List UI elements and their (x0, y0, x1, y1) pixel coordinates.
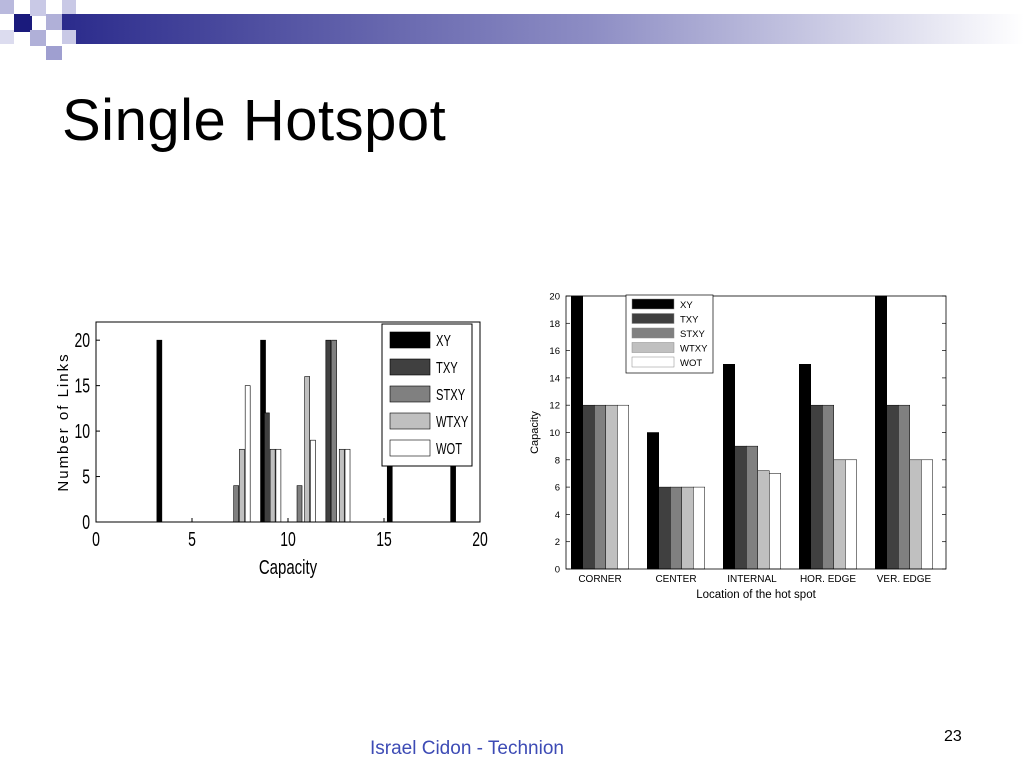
y-tick-label: 16 (549, 346, 560, 357)
bar-wtxy-center (681, 486, 694, 570)
y-tick-label: 20 (74, 329, 90, 352)
category-label-internal: INTERNAL (727, 574, 777, 585)
x-tick-label: 10 (280, 527, 296, 550)
bar-xy-hor-edge (799, 364, 811, 570)
y-tick-label: 0 (555, 565, 560, 576)
y-axis-label: Capacity (529, 411, 541, 454)
bar-stxy-ver-edge (898, 404, 910, 570)
bar-stxy-2 (331, 339, 337, 523)
bar-wtxy-corner (605, 404, 618, 570)
y-tick-label: 12 (549, 401, 560, 412)
legend-label-wtxy: WTXY (680, 344, 708, 355)
category-label-center: CENTER (655, 574, 696, 585)
bar-txy-hor-edge (810, 404, 823, 570)
bar-stxy-corner (594, 404, 606, 570)
category-label-corner: CORNER (578, 574, 621, 585)
bar-wtxy-3 (338, 448, 345, 523)
bar-txy-corner (582, 404, 595, 570)
bar-wot-corner (617, 404, 629, 570)
footer-author: Israel Cidon - Technion (370, 738, 564, 759)
y-tick-label: 2 (555, 537, 560, 548)
bar-wot-0 (244, 385, 251, 523)
y-tick-label: 5 (82, 465, 90, 488)
bar-stxy-hor-edge (822, 404, 834, 570)
legend-swatch-wot (389, 439, 431, 457)
bar-xy-0 (156, 339, 163, 523)
bar-stxy-1 (296, 485, 303, 523)
bar-wot-hor-edge (845, 459, 857, 570)
bar-xy-ver-edge (875, 295, 887, 570)
y-tick-label: 18 (549, 319, 560, 330)
legend-label-xy: XY (436, 331, 451, 350)
y-tick-label: 4 (555, 510, 560, 521)
x-axis-label: Location of the hot spot (696, 589, 816, 601)
bar-txy-1 (325, 339, 332, 523)
y-tick-label: 0 (82, 510, 90, 533)
y-tick-label: 10 (74, 420, 90, 443)
legend-label-txy: TXY (436, 358, 458, 377)
legend-swatch-wtxy (631, 342, 675, 353)
bar-stxy-0 (233, 485, 239, 523)
slide-title: Single Hotspot (62, 88, 447, 153)
legend-label-wot: WOT (436, 439, 463, 458)
x-tick-label: 0 (92, 527, 100, 550)
bar-stxy-center (670, 486, 682, 570)
bar-txy-ver-edge (886, 404, 899, 570)
legend-swatch-txy (389, 358, 431, 376)
header-decoration (0, 0, 1024, 60)
bar-wot-internal (769, 473, 781, 570)
legend-swatch-wot (631, 356, 675, 368)
x-axis-label: Capacity (259, 556, 317, 579)
left-histogram-chart: 0 5 10 15 20 0 5 10 15 20 Capacity Number of Links X… (55, 321, 488, 579)
y-axis-label: Number of Links (55, 352, 72, 491)
category-label-ver-edge: VER. EDGE (877, 574, 932, 585)
legend-swatch-stxy (631, 327, 675, 339)
bar-wtxy-1 (269, 448, 276, 523)
bar-wot-1 (275, 448, 282, 523)
y-tick-label: 8 (555, 455, 560, 466)
y-tick-label: 14 (549, 373, 560, 384)
x-tick-label: 20 (472, 527, 488, 550)
bar-wot-ver-edge (921, 459, 933, 570)
x-tick-label: 5 (188, 527, 196, 550)
y-tick-label: 15 (74, 374, 90, 397)
bar-xy-internal (723, 364, 735, 570)
legend-label-stxy: STXY (436, 385, 465, 404)
bar-wtxy-2 (304, 376, 311, 523)
legend-label-xy: XY (680, 300, 693, 311)
y-tick-label: 10 (549, 428, 560, 439)
bar-wot-center (693, 486, 705, 570)
bar-txy-center (658, 486, 671, 570)
legend-label-stxy: STXY (680, 329, 705, 340)
legend-label-txy: TXY (680, 315, 699, 326)
x-tick-label: 15 (376, 527, 392, 550)
bar-txy-internal (734, 445, 747, 570)
category-label-hor-edge: HOR. EDGE (800, 574, 856, 585)
page-number: 23 (944, 728, 962, 745)
bar-wtxy-hor-edge (833, 459, 846, 570)
bar-wot-2 (310, 439, 316, 523)
legend-label-wot: WOT (680, 358, 702, 369)
bar-wot-3 (344, 448, 351, 523)
bar-xy-corner (571, 295, 583, 570)
legend-label-wtxy: WTXY (436, 412, 468, 431)
legend-swatch-xy (631, 298, 675, 310)
bar-wtxy-0 (239, 448, 245, 523)
legend-swatch-txy (631, 313, 675, 324)
bar-wtxy-internal (757, 470, 770, 570)
right-bar-chart: CORNER CENTER INTERNAL HOR. EDGE VER. EDGE 0 2… (529, 292, 947, 601)
legend-swatch-xy (389, 331, 431, 349)
bar-stxy-internal (746, 445, 758, 570)
y-tick-label: 6 (555, 483, 560, 494)
legend-swatch-stxy (389, 385, 431, 403)
bar-wtxy-ver-edge (909, 459, 922, 570)
bar-xy-center (647, 432, 659, 570)
legend-swatch-wtxy (389, 412, 431, 430)
bar-txy-0 (264, 412, 270, 523)
y-tick-label: 20 (549, 292, 560, 303)
